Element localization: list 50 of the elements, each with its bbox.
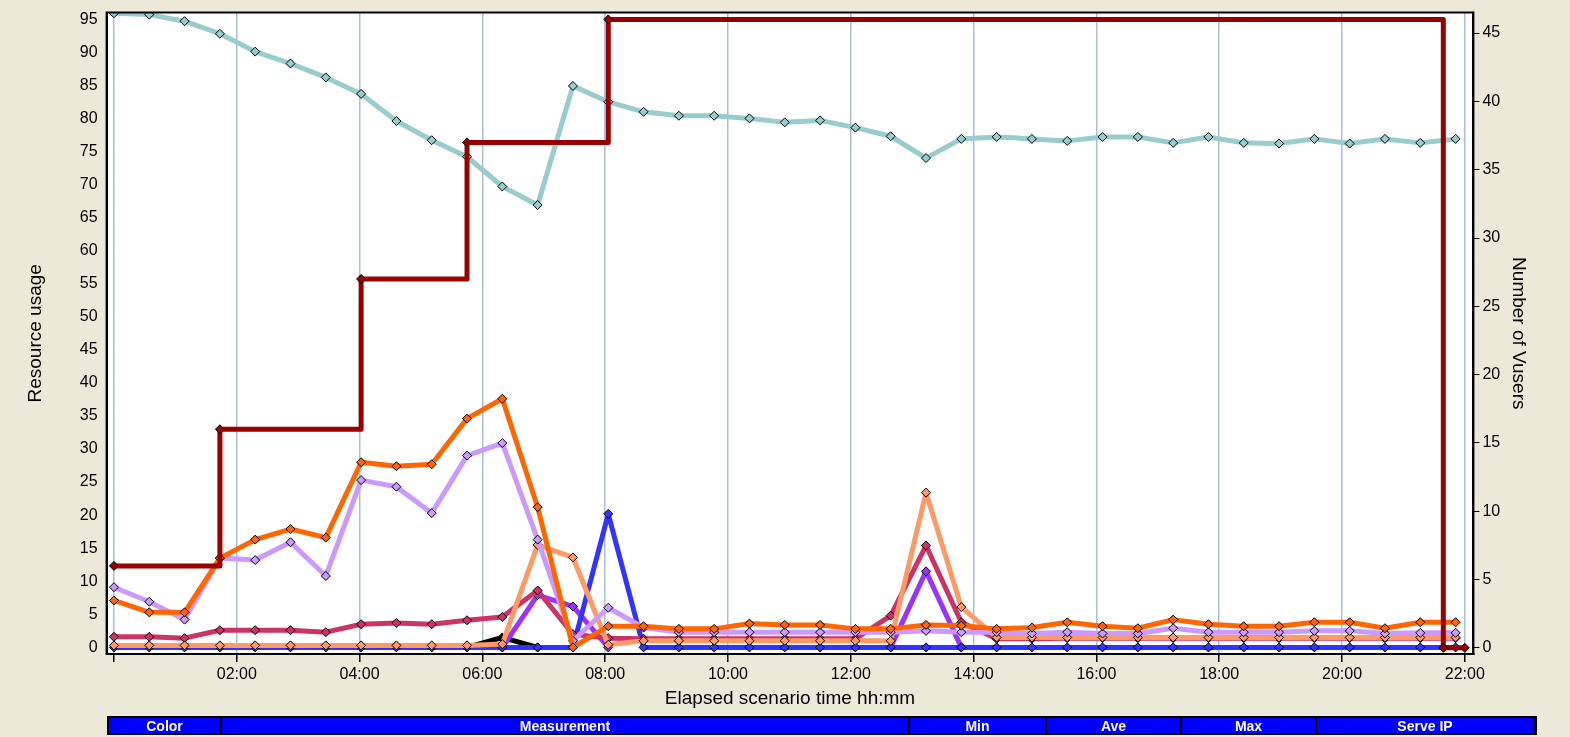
text: Min	[910, 718, 1047, 734]
text: Max	[1182, 718, 1317, 734]
y2-tick-label: 30	[1482, 228, 1501, 246]
text: Measurement	[222, 718, 910, 734]
y-tick-label: 70	[79, 174, 98, 192]
y-tick-label: 40	[79, 373, 98, 391]
x-tick-label: 02:00	[216, 665, 257, 683]
x-tick-label: 22:00	[1444, 665, 1485, 683]
y2-tick-label: 15	[1482, 433, 1501, 451]
x-tick-label: 18:00	[1199, 665, 1240, 683]
y-tick-label: 0	[88, 637, 98, 655]
y-tick-label: 30	[79, 439, 98, 457]
y-tick-label: 80	[79, 108, 98, 126]
y-tick-label: 45	[79, 340, 98, 358]
y2-tick-label: 45	[1482, 23, 1501, 41]
text: Serve IP	[1317, 718, 1535, 734]
y-tick-label: 60	[79, 241, 98, 259]
y-tick-label: 95	[79, 9, 98, 27]
y2-tick-label: 35	[1482, 160, 1501, 178]
y-tick-label: 55	[79, 274, 98, 292]
x-axis-title: Elapsed scenario time hh:mm	[664, 686, 916, 708]
x-tick-label: 08:00	[585, 665, 626, 683]
y-tick-label: 35	[79, 406, 98, 424]
x-tick-label: 12:00	[830, 665, 871, 683]
y-axis-title: Resource usage	[23, 264, 45, 403]
x-tick-label: 04:00	[339, 665, 380, 683]
y2-tick-label: 5	[1482, 569, 1492, 587]
y-tick-label: 20	[79, 505, 98, 523]
y-tick-label: 10	[79, 571, 98, 589]
x-tick-label: 20:00	[1321, 665, 1363, 683]
y2-tick-label: 20	[1482, 365, 1501, 383]
y2-tick-label: 25	[1482, 296, 1501, 314]
x-tick-label: 14:00	[953, 665, 994, 683]
y-tick-label: 50	[79, 307, 98, 325]
text: Color	[109, 718, 222, 734]
y2-axis-title: Number of Vusers	[1509, 257, 1531, 410]
x-tick-label: 10:00	[707, 665, 749, 683]
y2-tick-label: 40	[1482, 91, 1501, 109]
y-tick-label: 75	[79, 141, 98, 159]
y2-tick-label: 0	[1482, 638, 1492, 656]
y2-tick-label: 10	[1482, 501, 1501, 519]
y-tick-label: 90	[79, 42, 98, 60]
x-tick-label: 06:00	[462, 665, 503, 683]
y-tick-label: 65	[79, 207, 98, 225]
y-tick-label: 5	[88, 604, 98, 622]
text: Ave	[1047, 718, 1182, 734]
x-tick-label: 16:00	[1076, 665, 1117, 683]
y-tick-label: 25	[79, 472, 98, 490]
y-tick-label: 15	[79, 538, 98, 556]
y-tick-label: 85	[79, 75, 98, 93]
